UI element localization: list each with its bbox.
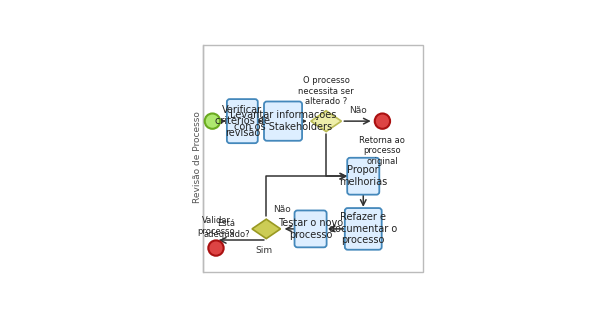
Text: Retorna ao
processo
original: Retorna ao processo original [359,136,405,166]
FancyBboxPatch shape [345,208,382,250]
FancyBboxPatch shape [347,158,379,195]
Circle shape [208,240,224,256]
Text: Revisão de Processo: Revisão de Processo [193,111,202,203]
Text: Está
adequado?: Está adequado? [203,219,250,239]
Text: Validar
processo: Validar processo [197,216,235,236]
Text: Não: Não [349,106,367,115]
Circle shape [205,114,220,129]
FancyBboxPatch shape [203,44,423,272]
Circle shape [375,114,390,129]
Polygon shape [311,111,341,132]
Text: Não: Não [273,205,291,214]
Text: Levantar informações
con os Stakeholders: Levantar informações con os Stakeholders [230,110,336,132]
Text: Refazer e
documentar o
processo: Refazer e documentar o processo [329,212,398,245]
Polygon shape [252,219,281,239]
Text: O processo
necessita ser
alterado ?: O processo necessita ser alterado ? [298,76,354,106]
FancyBboxPatch shape [295,211,327,247]
Text: Sim: Sim [255,246,273,255]
FancyBboxPatch shape [227,99,258,143]
Text: Testar o novo
processo: Testar o novo processo [278,218,343,240]
Text: Propor
melhorias: Propor melhorias [339,165,387,187]
FancyBboxPatch shape [264,101,302,141]
Text: Verificar
critérios de
revisão: Verificar critérios de revisão [215,104,270,138]
